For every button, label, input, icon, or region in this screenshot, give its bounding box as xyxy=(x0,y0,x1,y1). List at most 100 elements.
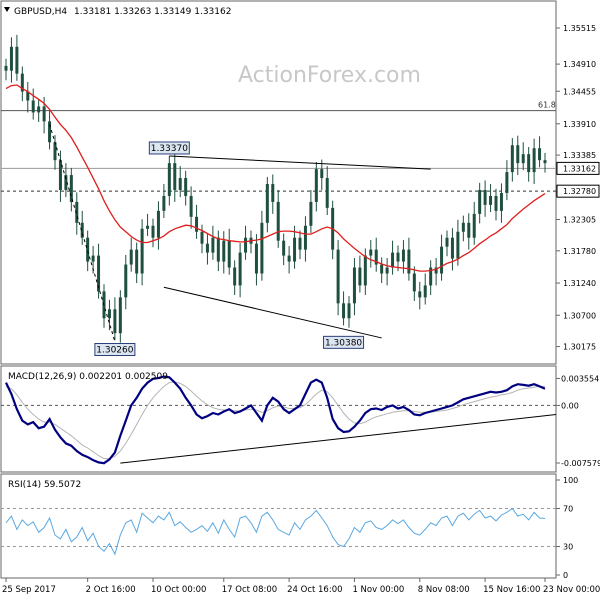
candle-body xyxy=(260,222,264,274)
price-tick-label: 1.33385 xyxy=(563,151,596,160)
macd-series xyxy=(1,375,557,465)
candle-body xyxy=(374,249,378,265)
candle-body xyxy=(303,225,307,250)
candle-body xyxy=(516,145,520,164)
candle-body xyxy=(200,231,204,244)
candle-body xyxy=(146,225,150,229)
price-annotation-label: 1.30260 xyxy=(96,346,133,356)
watermark: ActionForex.com xyxy=(238,63,421,88)
rsi-tick-label: 0 xyxy=(563,571,568,580)
x-tick-label: 2 Oct 16:00 xyxy=(86,585,136,595)
rsi-tick-label: 100 xyxy=(563,476,578,485)
price-annotation-label: 1.33370 xyxy=(151,144,188,154)
current-price-label: 1.33162 xyxy=(563,164,596,173)
candle-body xyxy=(434,267,438,274)
price-tick-label: 1.31240 xyxy=(563,279,596,288)
candle-body xyxy=(173,163,177,190)
moving-average-line xyxy=(5,84,546,272)
candle-body xyxy=(543,160,547,164)
candle-body xyxy=(325,178,329,208)
candle-body xyxy=(369,249,373,256)
candle-body xyxy=(20,73,24,92)
candle-body xyxy=(309,201,313,226)
price-annotation-box xyxy=(94,343,136,357)
candle-body xyxy=(167,163,171,196)
candle-body xyxy=(9,46,13,71)
symbol-label: GBPUSD,H4 xyxy=(14,7,67,17)
candle-body xyxy=(347,303,351,319)
level-price-label: 1.32780 xyxy=(563,187,596,196)
candle-body xyxy=(391,252,395,268)
candle-body xyxy=(358,267,362,286)
candle-body xyxy=(499,192,503,211)
candle-body xyxy=(244,237,248,253)
candle-body xyxy=(385,267,389,274)
axes: 1.35515 1.34910 1.34455 1.33910 1.33385 1.323… xyxy=(2,24,600,595)
candle-body xyxy=(107,309,111,319)
price-tick-label: 1.32305 xyxy=(563,216,596,225)
candle-body xyxy=(407,249,411,274)
level-price-box xyxy=(556,184,600,198)
candle-body xyxy=(15,46,19,74)
collapse-triangle-icon[interactable] xyxy=(4,7,10,12)
candle-body xyxy=(472,213,476,238)
candle-body xyxy=(91,255,95,262)
candle-body xyxy=(118,297,122,334)
candle-body xyxy=(162,195,166,211)
candle-body xyxy=(489,195,493,205)
candle-body xyxy=(538,148,542,161)
macd-tick-label: 0.00 xyxy=(561,401,579,410)
fib-618-label: 61.8 xyxy=(538,101,556,110)
rsi-tick-label: 30 xyxy=(563,543,573,552)
trendline-fall xyxy=(49,124,116,342)
rsi-series xyxy=(1,507,556,556)
candle-body xyxy=(31,100,35,113)
price-tick-label: 1.30700 xyxy=(563,311,596,320)
candle-body xyxy=(216,237,220,262)
candle-body xyxy=(86,237,90,262)
x-tick-label: 23 Nov 00:00 xyxy=(543,585,600,595)
macd-label: MACD(12,26,9) 0.002201 0.002509 xyxy=(8,372,168,382)
candle-body xyxy=(178,178,182,190)
candle-body xyxy=(363,255,367,286)
candle-body xyxy=(352,267,356,304)
candle-body xyxy=(53,142,57,161)
candle-body xyxy=(440,246,444,274)
candle-body xyxy=(135,249,139,274)
candle-body xyxy=(233,267,237,286)
candle-body xyxy=(320,169,324,179)
rsi-line xyxy=(5,507,546,556)
candle-body xyxy=(396,252,400,262)
candle-body xyxy=(450,237,454,259)
candle-body xyxy=(151,225,155,238)
candle-body xyxy=(276,201,280,241)
candle-body xyxy=(456,231,460,259)
candle-body xyxy=(58,160,62,190)
x-tick-label: 1 Nov 00:00 xyxy=(352,585,404,595)
candle-body xyxy=(429,267,433,286)
candle-body xyxy=(298,237,302,250)
candle-body xyxy=(124,264,128,298)
price-tick-label: 1.31780 xyxy=(563,247,596,256)
candle-body xyxy=(69,175,73,202)
macd-signal-line xyxy=(5,381,545,460)
price-tick-label: 1.34455 xyxy=(563,87,596,96)
candle-body xyxy=(156,210,160,238)
price-annotation-label: 1.30380 xyxy=(325,338,362,348)
candle-body xyxy=(222,240,226,262)
candle-body xyxy=(80,222,84,238)
rsi-tick-label: 70 xyxy=(563,505,573,514)
candle-body xyxy=(26,91,30,101)
candle-body xyxy=(4,65,8,71)
ohlc-readout: 1.33181 1.33263 1.33149 1.33162 xyxy=(74,7,231,17)
macd-tick-label: -0.007579 xyxy=(561,459,600,468)
x-tick-label: 17 Oct 08:00 xyxy=(222,585,277,595)
candle-body xyxy=(412,273,416,292)
candle-body xyxy=(205,243,209,253)
candle-body xyxy=(254,243,258,274)
price-tick-label: 1.33910 xyxy=(563,120,596,129)
price-tick-label: 1.34910 xyxy=(563,60,596,69)
candle-body xyxy=(64,175,68,190)
candle-body xyxy=(129,249,133,265)
